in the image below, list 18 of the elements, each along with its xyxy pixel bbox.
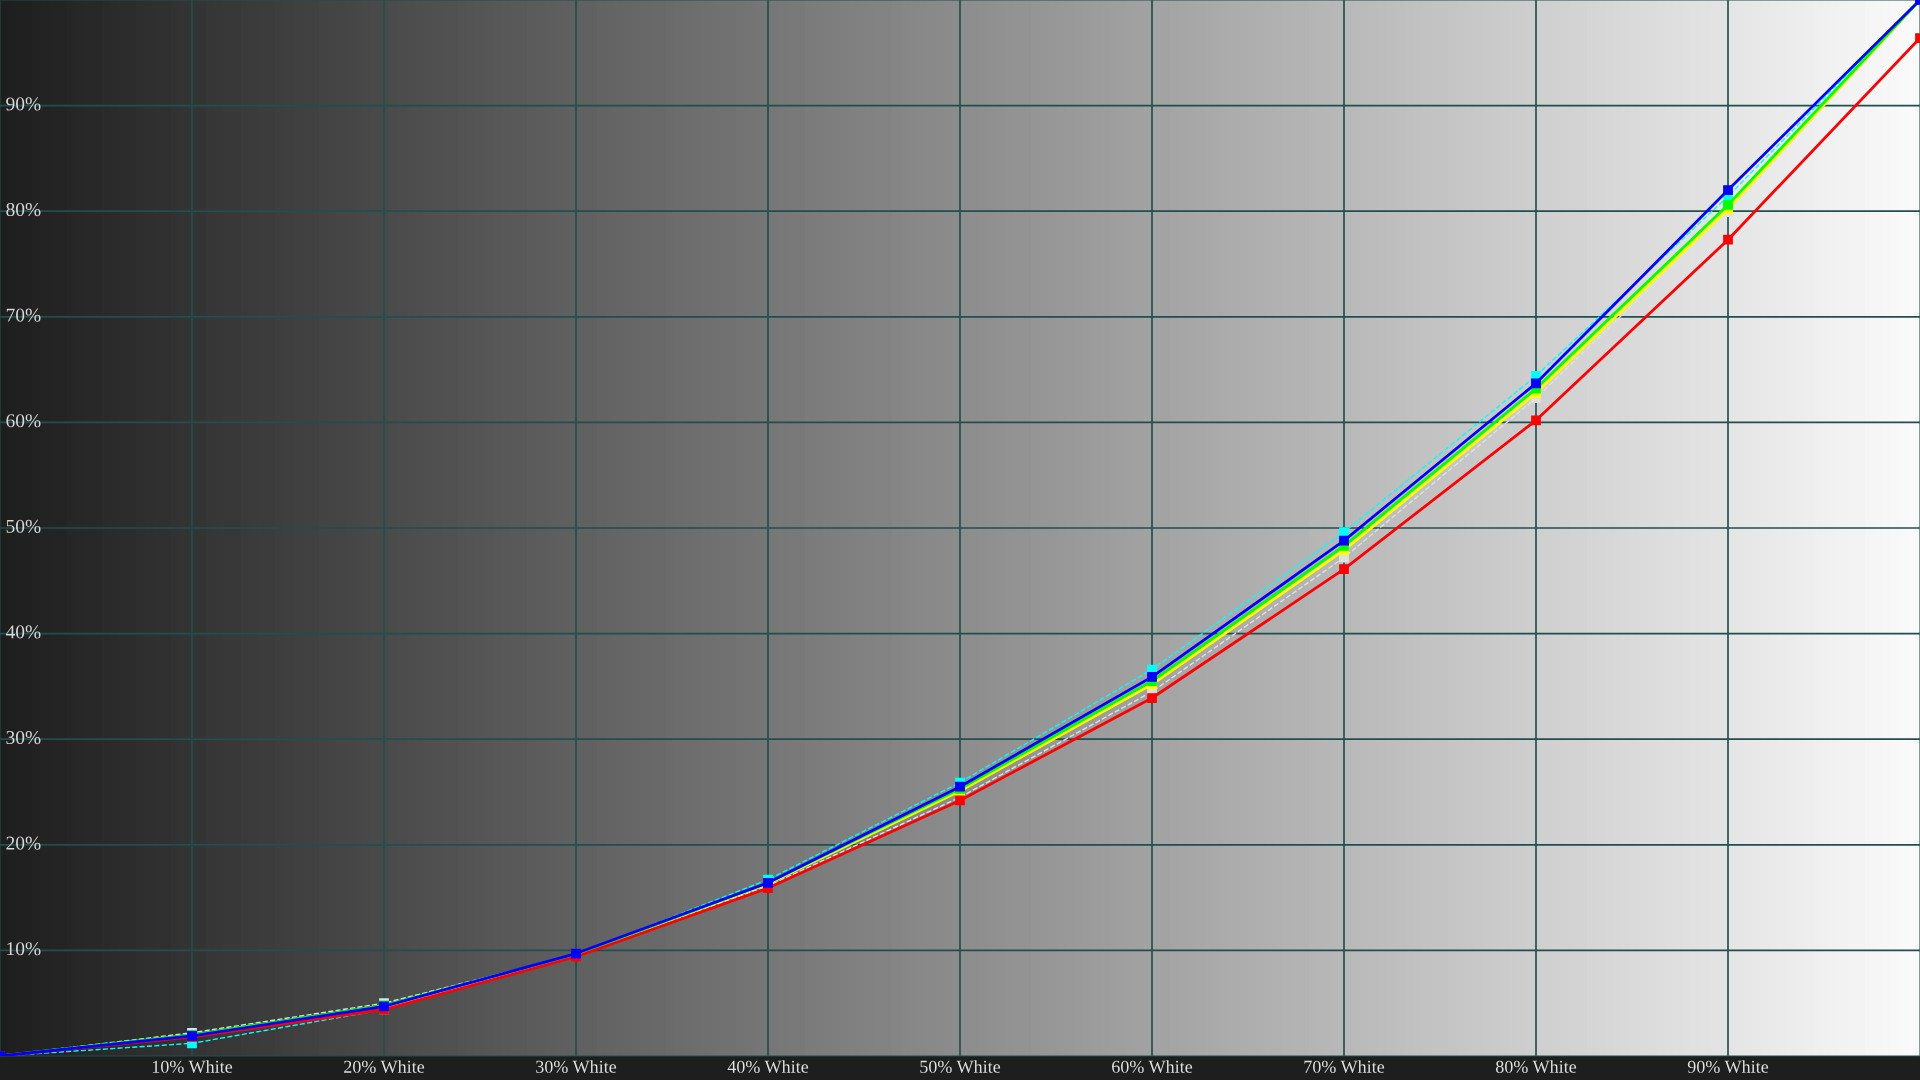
x-tick-label: 40% White <box>727 1060 809 1073</box>
y-tick-label: 70% <box>6 308 41 322</box>
x-tick-label: 20% White <box>344 1060 425 1073</box>
y-tick-label: 90% <box>6 97 41 111</box>
y-tick-label: 10% <box>7 942 41 956</box>
y-tick-label: 80% <box>6 202 41 217</box>
y-tick-label: 30% <box>6 730 41 745</box>
y-tick-label: 20% <box>6 836 41 850</box>
x-tick-label: 80% White <box>1495 1060 1577 1073</box>
x-tick-label: 50% White <box>920 1060 1001 1073</box>
x-tick-label: 90% White <box>1687 1060 1769 1073</box>
x-tick-label: 60% White <box>1112 1060 1193 1073</box>
x-tick-label: 10% White <box>152 1060 233 1073</box>
y-tick-label: 40% <box>5 625 41 639</box>
x-tick-label: 70% White <box>1304 1060 1385 1073</box>
y-tick-label: 50% <box>6 519 41 533</box>
x-tick-label: 30% White <box>536 1060 617 1073</box>
y-tick-label: 60% <box>6 414 41 428</box>
